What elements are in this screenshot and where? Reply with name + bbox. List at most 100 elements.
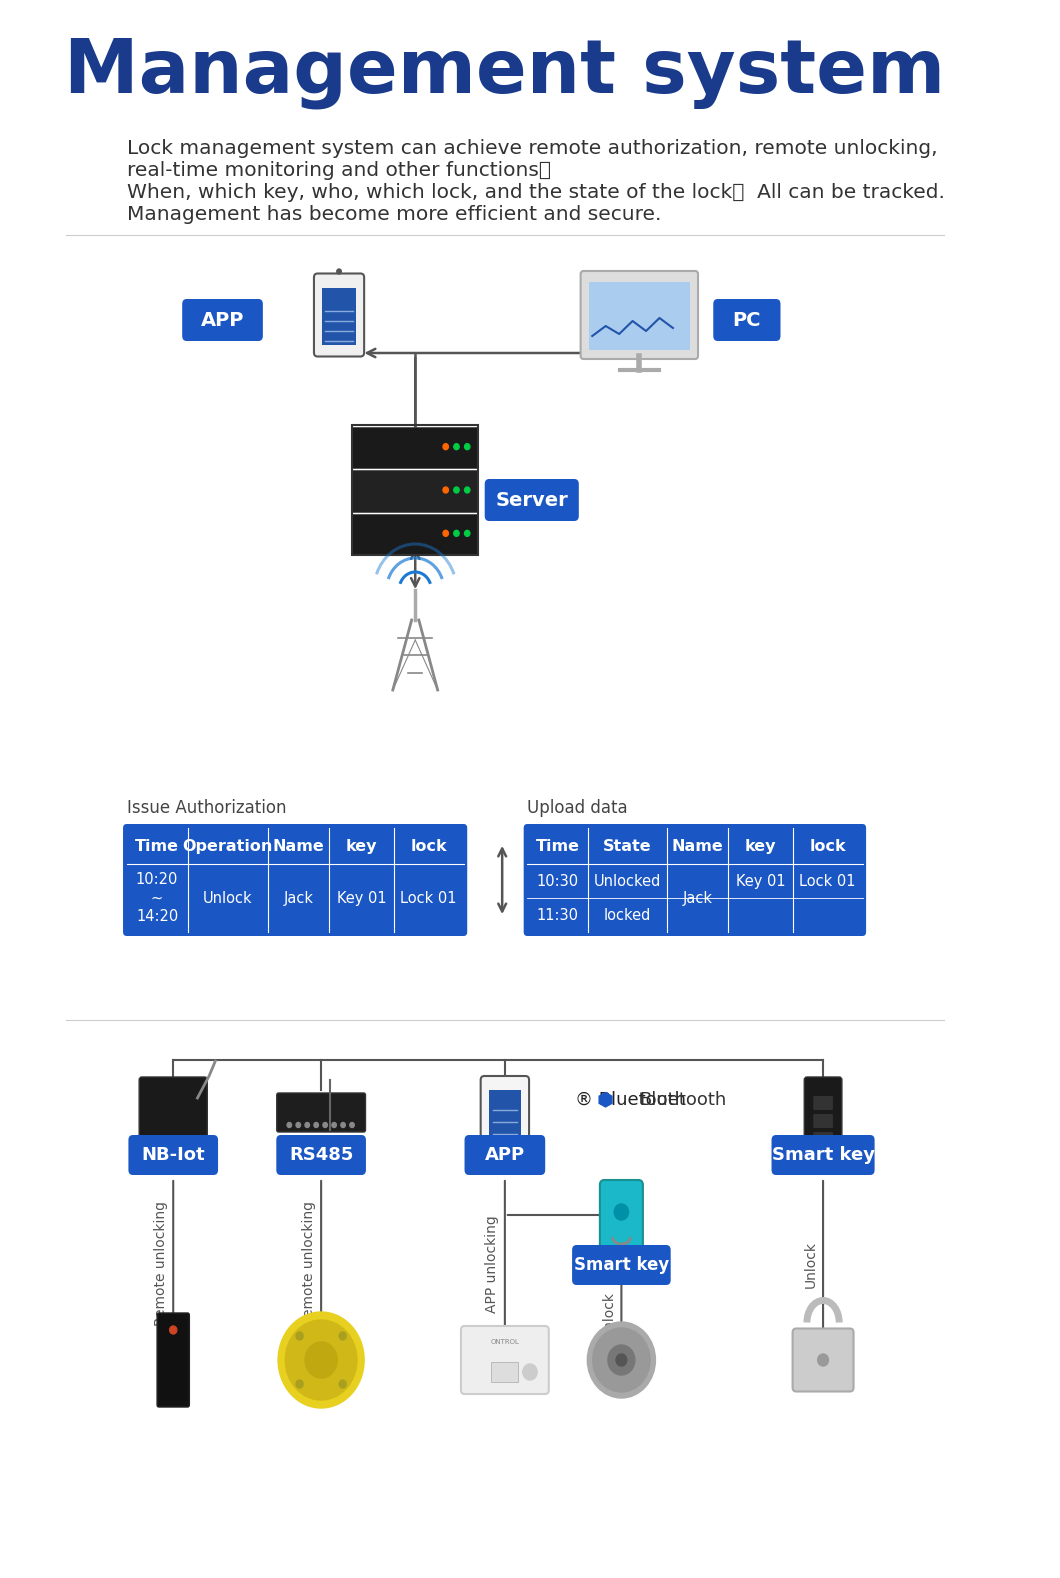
Text: APP: APP	[200, 311, 244, 330]
FancyBboxPatch shape	[277, 1094, 366, 1131]
Text: Jack: Jack	[683, 890, 712, 906]
Text: Smart key: Smart key	[573, 1256, 669, 1273]
FancyBboxPatch shape	[123, 824, 467, 936]
Text: Issue Authorization: Issue Authorization	[126, 798, 286, 817]
Text: PC: PC	[732, 311, 761, 330]
Text: NB-Iot: NB-Iot	[141, 1146, 205, 1165]
FancyBboxPatch shape	[492, 1362, 518, 1382]
FancyBboxPatch shape	[322, 287, 356, 344]
Text: Unlock: Unlock	[602, 1291, 616, 1338]
Text: key: key	[744, 838, 776, 854]
Text: Jack: Jack	[284, 890, 314, 906]
Circle shape	[608, 1344, 635, 1374]
Circle shape	[464, 443, 470, 450]
FancyBboxPatch shape	[277, 1135, 366, 1176]
Text: Lock 01: Lock 01	[799, 874, 855, 888]
FancyBboxPatch shape	[772, 1135, 874, 1176]
Circle shape	[337, 268, 341, 275]
Circle shape	[339, 1381, 347, 1389]
Text: Remote unlocking: Remote unlocking	[302, 1201, 316, 1327]
Text: Time: Time	[535, 838, 580, 854]
Text: Key 01: Key 01	[337, 890, 386, 906]
FancyBboxPatch shape	[182, 298, 263, 341]
Circle shape	[296, 1332, 303, 1340]
Text: key: key	[346, 838, 377, 854]
Text: ⬢: ⬢	[597, 1090, 614, 1109]
Circle shape	[454, 443, 459, 450]
Circle shape	[443, 443, 448, 450]
Text: Name: Name	[672, 838, 724, 854]
FancyBboxPatch shape	[805, 1078, 842, 1163]
FancyBboxPatch shape	[139, 1078, 208, 1142]
Circle shape	[339, 1332, 347, 1340]
Circle shape	[454, 530, 459, 537]
FancyBboxPatch shape	[713, 298, 780, 341]
FancyBboxPatch shape	[588, 282, 690, 350]
Text: 10:20
~
14:20: 10:20 ~ 14:20	[136, 873, 178, 925]
Text: 10:30: 10:30	[536, 874, 579, 888]
Text: Name: Name	[272, 838, 324, 854]
Circle shape	[305, 1341, 337, 1378]
Text: Unlock: Unlock	[803, 1240, 817, 1288]
Circle shape	[443, 530, 448, 537]
Text: Time: Time	[135, 838, 179, 854]
FancyBboxPatch shape	[524, 824, 866, 936]
Text: RS485: RS485	[289, 1146, 353, 1165]
Circle shape	[341, 1122, 346, 1128]
Circle shape	[314, 1122, 318, 1128]
FancyBboxPatch shape	[480, 1076, 529, 1161]
Text: Unlocked: Unlocked	[594, 874, 661, 888]
Text: lock: lock	[410, 838, 447, 854]
FancyBboxPatch shape	[581, 271, 699, 360]
Circle shape	[305, 1122, 310, 1128]
Text: real-time monitoring and other functions。: real-time monitoring and other functions…	[126, 161, 550, 180]
FancyBboxPatch shape	[128, 1135, 218, 1176]
Text: Unlock: Unlock	[204, 890, 252, 906]
Text: Management has become more efficient and secure.: Management has become more efficient and…	[126, 205, 661, 224]
Circle shape	[296, 1122, 300, 1128]
FancyBboxPatch shape	[353, 470, 478, 511]
Circle shape	[287, 1122, 292, 1128]
Circle shape	[616, 1354, 626, 1367]
FancyBboxPatch shape	[461, 1326, 549, 1393]
Circle shape	[614, 1204, 629, 1220]
Text: 11:30: 11:30	[536, 907, 579, 923]
FancyBboxPatch shape	[157, 1313, 190, 1408]
Text: Operation: Operation	[182, 838, 273, 854]
FancyBboxPatch shape	[353, 514, 478, 555]
Text: Lock management system can achieve remote authorization, remote unlocking,: Lock management system can achieve remot…	[126, 139, 937, 158]
FancyBboxPatch shape	[813, 1114, 833, 1128]
FancyBboxPatch shape	[813, 1097, 833, 1109]
Circle shape	[523, 1363, 537, 1381]
Circle shape	[350, 1122, 354, 1128]
Text: Remote unlocking: Remote unlocking	[154, 1201, 167, 1327]
Text: ® Bluetooth: ® Bluetooth	[575, 1090, 686, 1109]
Circle shape	[443, 488, 448, 492]
Circle shape	[593, 1329, 650, 1392]
Circle shape	[332, 1122, 336, 1128]
Circle shape	[464, 530, 470, 537]
Circle shape	[278, 1311, 365, 1408]
Text: APP unlocking: APP unlocking	[485, 1215, 499, 1313]
Circle shape	[454, 488, 459, 492]
Text: Lock 01: Lock 01	[401, 890, 457, 906]
Text: ONTROL: ONTROL	[491, 1340, 519, 1344]
Text: lock: lock	[809, 838, 846, 854]
Text: Management system: Management system	[65, 35, 946, 109]
FancyBboxPatch shape	[484, 480, 579, 521]
FancyBboxPatch shape	[353, 428, 478, 469]
Circle shape	[587, 1322, 655, 1398]
FancyBboxPatch shape	[600, 1180, 643, 1250]
Text: Key 01: Key 01	[736, 874, 785, 888]
FancyBboxPatch shape	[314, 273, 365, 357]
Circle shape	[464, 488, 470, 492]
Circle shape	[170, 1326, 177, 1333]
Text: State: State	[603, 838, 652, 854]
Circle shape	[323, 1122, 328, 1128]
Text: Smart key: Smart key	[772, 1146, 874, 1165]
FancyBboxPatch shape	[489, 1090, 522, 1150]
Circle shape	[296, 1381, 303, 1389]
Text: Bluetooth: Bluetooth	[639, 1090, 726, 1109]
Text: Upload data: Upload data	[527, 798, 628, 817]
Text: Server: Server	[495, 491, 568, 510]
